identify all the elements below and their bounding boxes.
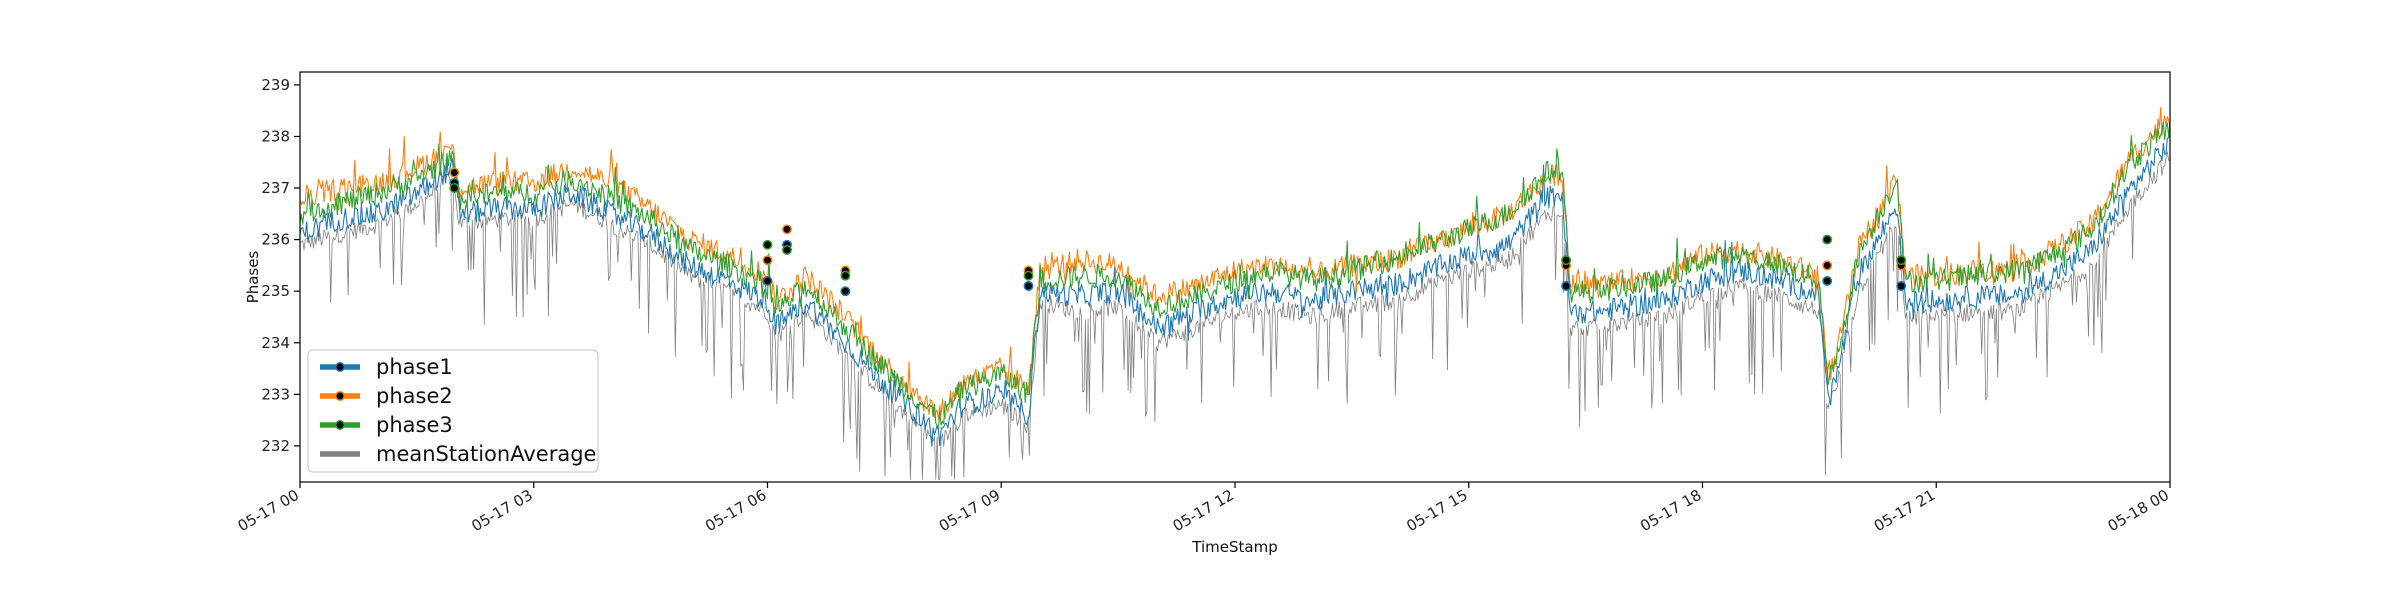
legend: phase1 phase2 phase3 meanStationAverage [307,349,599,473]
marker-point-phase3 [1896,255,1907,266]
legend-marker-phase1 [335,362,345,372]
marker-point-phase3 [1561,255,1572,266]
y-tick-label: 234 [261,334,290,352]
series-line-phase1 [299,131,2171,447]
marker-point-phase1 [1896,281,1907,291]
y-axis: 232 233 234 235 236 237 238 239 [261,76,300,455]
y-tick-label: 233 [261,385,290,403]
legend-box [307,349,599,473]
marker-point-phase1 [1023,281,1034,291]
legend-marker-phase2 [335,391,345,401]
legend-label-meanStationAverage: meanStationAverage [376,442,596,466]
marker-layer [449,167,1907,297]
series-line-phase2 [299,107,2171,421]
marker-point-phase2 [1822,260,1833,271]
marker-point-phase3 [1023,270,1034,281]
x-axis-title: TimeStamp [1191,538,1277,556]
marker-point-phase2 [449,167,460,178]
y-tick-label: 237 [261,179,290,197]
marker-point-phase2 [782,224,792,235]
y-tick-label: 235 [261,282,290,300]
marker-point-phase1 [1561,281,1572,291]
marker-point-phase3 [1822,234,1833,245]
y-tick-label: 236 [261,231,290,249]
y-tick-label: 239 [261,76,290,94]
marker-point-phase3 [449,183,460,193]
series-layer [299,107,2171,480]
legend-marker-phase3 [335,420,345,430]
marker-point-phase1 [762,275,773,286]
legend-label-phase1: phase1 [376,355,453,379]
marker-point-phase2 [762,255,773,266]
marker-point-phase1 [840,286,851,297]
marker-point-phase3 [762,239,773,250]
marker-point-phase3 [782,244,792,255]
marker-point-phase1 [1822,275,1833,286]
y-tick-label: 238 [261,127,290,145]
legend-label-phase3: phase3 [376,413,453,437]
legend-label-phase2: phase2 [376,384,453,408]
series-line-phase3 [299,119,2171,430]
y-axis-title: Phases [244,251,262,304]
series-line-meanStationAverage [300,151,2171,480]
marker-point-phase3 [840,270,851,281]
y-tick-label: 232 [261,437,290,455]
